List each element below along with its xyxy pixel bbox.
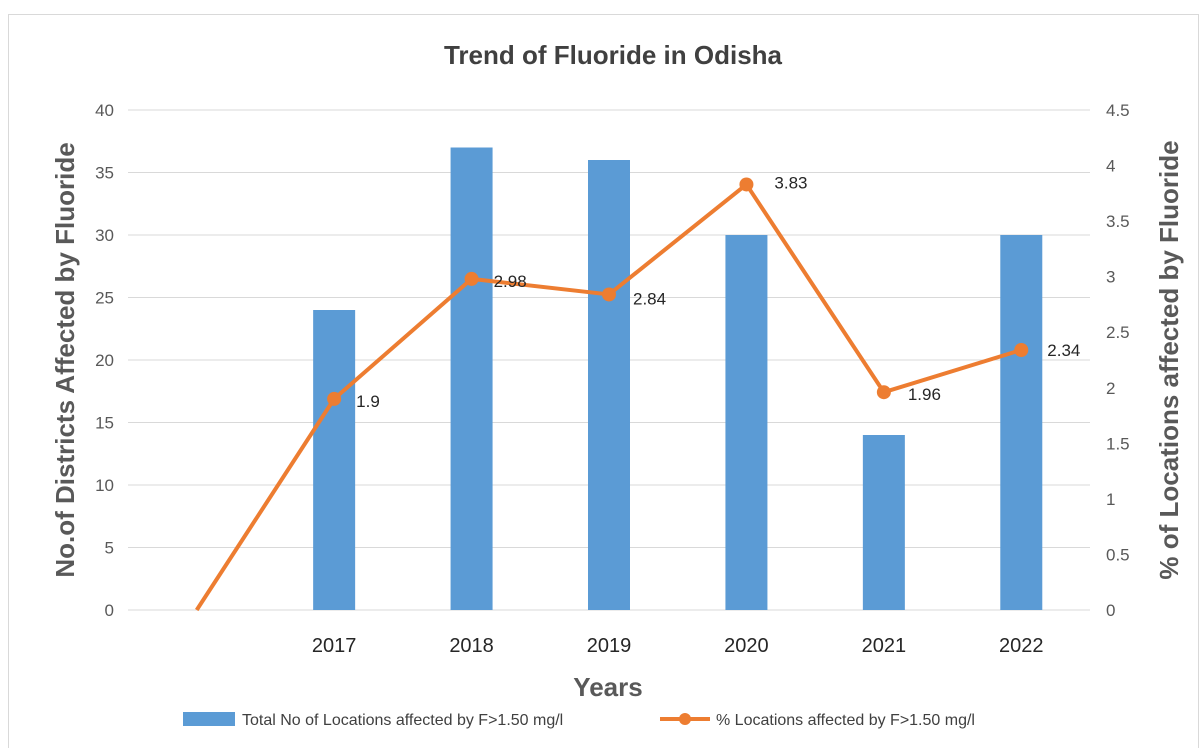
line-point xyxy=(876,385,891,400)
y2-tick-label: 2.5 xyxy=(1106,323,1130,342)
bar xyxy=(1000,235,1043,610)
line-point xyxy=(739,177,754,192)
bar xyxy=(450,147,493,610)
legend-label-bar: Total No of Locations affected by F>1.50… xyxy=(242,712,563,729)
data-label: 2.98 xyxy=(494,272,527,291)
data-label: 2.34 xyxy=(1047,341,1080,360)
bar-series xyxy=(313,147,1043,610)
x-tick-label: 2020 xyxy=(724,635,769,657)
y2-tick-label: 3 xyxy=(1106,268,1115,287)
x-tick-label: 2017 xyxy=(312,635,357,657)
legend-swatch-bar xyxy=(183,712,235,726)
y-tick-label: 5 xyxy=(105,539,114,558)
y-tick-label: 20 xyxy=(95,351,114,370)
y-tick-label: 35 xyxy=(95,164,114,183)
y2-tick-label: 0 xyxy=(1106,601,1115,620)
data-label: 1.9 xyxy=(356,392,380,411)
y2-axis-title: % of Locations affected by Fluoride xyxy=(1154,140,1184,579)
x-tick-label: 2018 xyxy=(449,635,494,657)
y-tick-label: 15 xyxy=(95,414,114,433)
y-tick-label: 40 xyxy=(95,101,114,120)
bar xyxy=(725,235,768,610)
legend-swatch-marker xyxy=(679,713,691,725)
data-label: 2.84 xyxy=(633,289,666,308)
chart-title: Trend of Fluoride in Odisha xyxy=(444,40,783,70)
y-axis-ticks: 0 5 10 15 20 25 30 35 40 xyxy=(95,101,114,620)
legend: Total No of Locations affected by F>1.50… xyxy=(183,712,975,729)
y-tick-label: 25 xyxy=(95,289,114,308)
bar xyxy=(862,435,905,610)
chart-frame xyxy=(8,14,1199,748)
bar xyxy=(313,310,356,610)
line-series xyxy=(195,177,1029,612)
x-tick-label: 2021 xyxy=(862,635,907,657)
legend-label-line: % Locations affected by F>1.50 mg/l xyxy=(716,712,975,729)
y-axis-title: No.of Districts Affected by Fluoride xyxy=(50,142,80,577)
bar xyxy=(588,160,630,610)
y2-tick-label: 4.5 xyxy=(1106,101,1130,120)
x-tick-label: 2022 xyxy=(999,635,1044,657)
x-tick-label: 2019 xyxy=(587,635,632,657)
line-point xyxy=(327,391,342,406)
y2-tick-label: 1 xyxy=(1106,490,1115,509)
data-label: 3.83 xyxy=(774,173,807,192)
data-labels: 1.9 2.98 2.84 3.83 1.96 2.34 xyxy=(356,173,1080,410)
y2-tick-label: 3.5 xyxy=(1106,212,1130,231)
line-point xyxy=(464,271,479,286)
line-point xyxy=(1014,343,1029,357)
data-label: 1.96 xyxy=(908,385,941,404)
x-axis-title: Years xyxy=(573,672,642,702)
y-tick-label: 0 xyxy=(105,601,114,620)
y2-axis-ticks: 0 0.5 1 1.5 2 2.5 3 3.5 4 4.5 xyxy=(1106,101,1130,620)
y2-tick-label: 0.5 xyxy=(1106,545,1130,564)
y2-tick-label: 4 xyxy=(1106,157,1115,176)
line-point xyxy=(602,287,616,302)
y-tick-label: 30 xyxy=(95,226,114,245)
x-axis-ticks: 2017 2018 2019 2020 2021 2022 xyxy=(312,635,1044,657)
y2-tick-label: 2 xyxy=(1106,379,1115,398)
y2-tick-label: 1.5 xyxy=(1106,434,1130,453)
y-tick-label: 10 xyxy=(95,476,114,495)
